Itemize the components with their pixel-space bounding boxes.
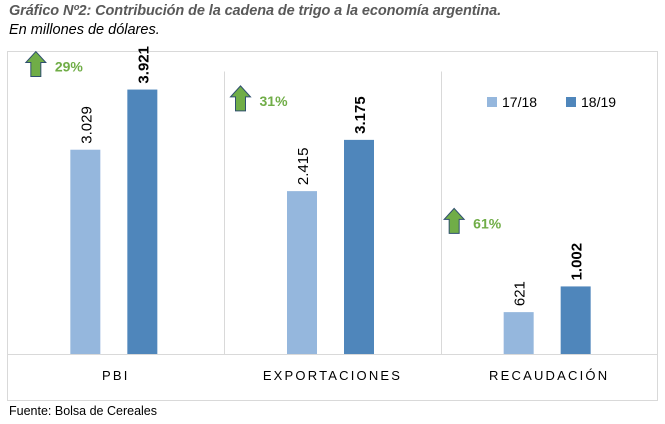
up-arrow-icon [24, 50, 47, 78]
category-label-recaudación: RECAUDACIÓN [489, 368, 609, 383]
bar-17-18-recaudación [503, 312, 534, 354]
legend-label: 18/19 [581, 94, 616, 110]
data-label: 3.175 [352, 96, 369, 134]
up-arrow-icon [443, 207, 466, 234]
chart-frame [7, 51, 658, 401]
legend-label: 17/18 [502, 94, 537, 110]
data-label: 3.921 [135, 46, 152, 84]
legend-swatch [566, 97, 576, 107]
legend-swatch [487, 97, 497, 107]
category-label-pbi: PBI [102, 368, 130, 383]
bar-18-19-pbi [127, 89, 158, 355]
data-label: 1.002 [569, 243, 586, 281]
growth-label: 61% [473, 215, 502, 231]
bar-17-18-exportaciones [287, 191, 317, 354]
chart-subtitle: En millones de dólares. [9, 22, 160, 38]
data-label: 621 [512, 281, 529, 306]
bar-17-18-pbi [70, 149, 101, 354]
category-label-exportaciones: EXPORTACIONES [263, 368, 402, 383]
chart-title: Gráfico Nº2: Contribución de la cadena d… [9, 3, 502, 19]
data-label: 3.029 [78, 106, 95, 144]
chart-source: Fuente: Bolsa de Cereales [9, 404, 158, 418]
up-arrow-icon [229, 85, 252, 112]
bar-18-19-exportaciones [344, 139, 374, 354]
growth-label: 29% [55, 59, 84, 75]
data-label: 2.415 [295, 148, 312, 186]
bar-18-19-recaudación [560, 286, 591, 354]
growth-label: 31% [260, 93, 289, 109]
